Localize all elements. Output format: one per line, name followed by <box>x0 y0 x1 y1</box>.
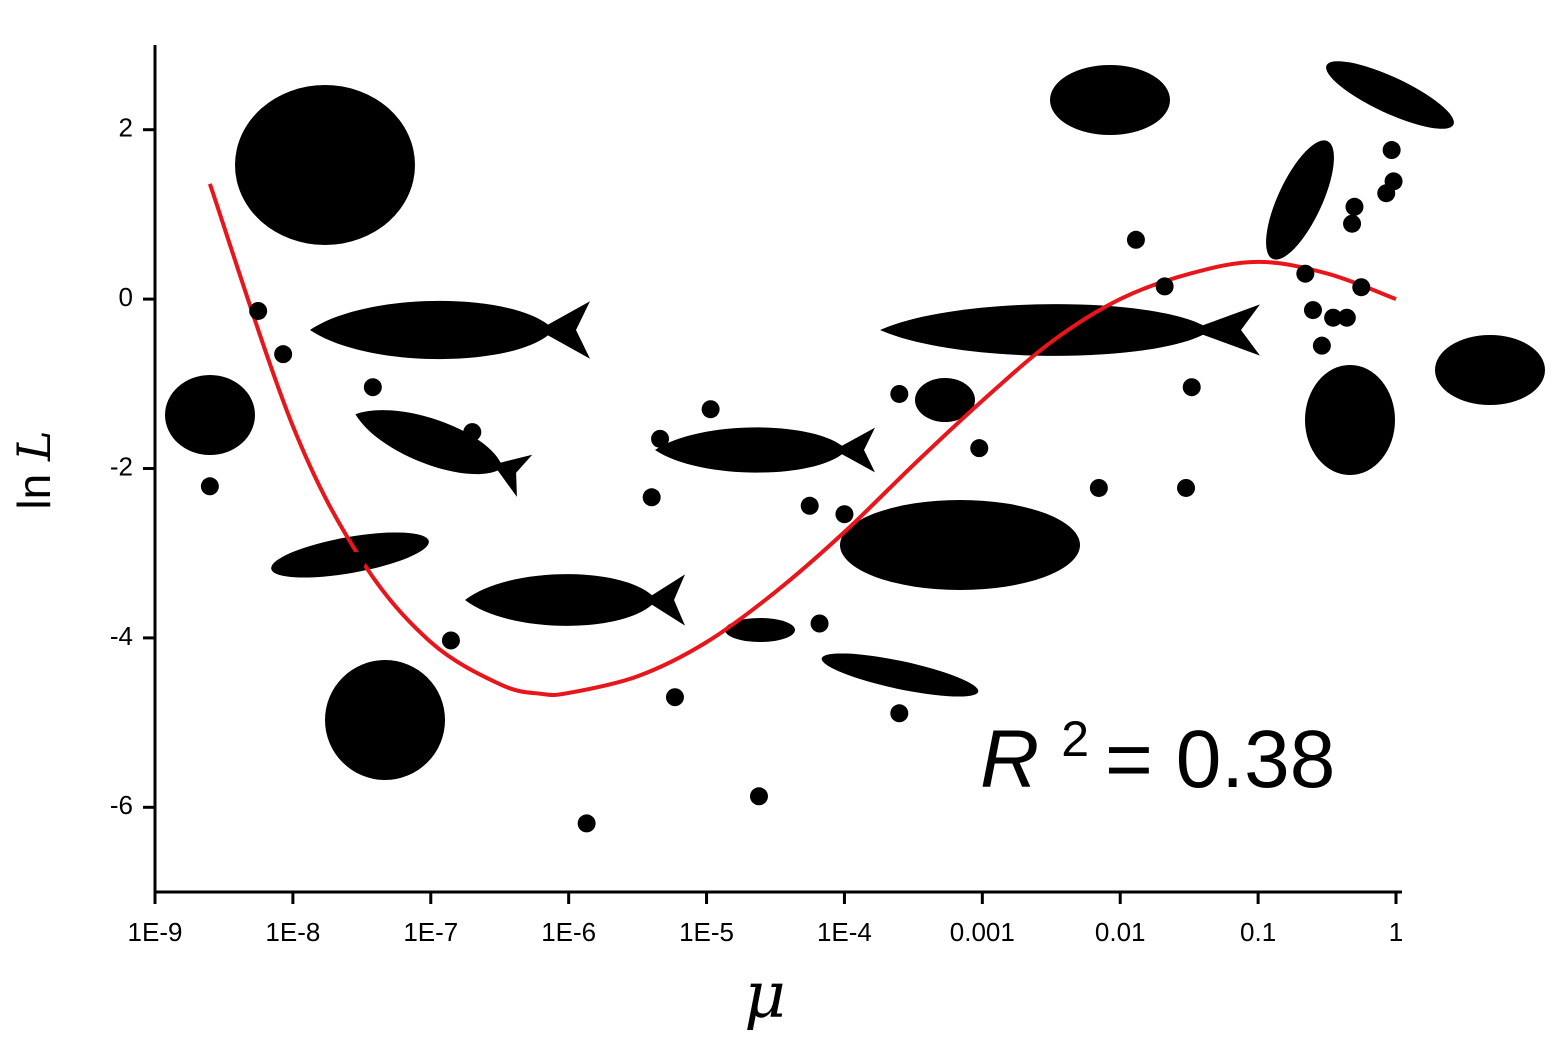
annotation-symbol: R <box>980 714 1039 805</box>
x-tick-label: 1E-5 <box>679 917 734 947</box>
x-tick-label: 1 <box>1389 917 1403 947</box>
x-axis-label: μ <box>744 959 786 1033</box>
data-point <box>835 505 853 523</box>
silhouette <box>1435 335 1545 405</box>
y-label-text: ln <box>8 474 60 510</box>
x-tick-label: 0.001 <box>950 917 1015 947</box>
data-point <box>651 430 669 448</box>
data-point <box>364 378 382 396</box>
x-tick-label: 1E-6 <box>541 917 596 947</box>
data-point <box>1338 309 1356 327</box>
silhouette <box>819 645 981 706</box>
data-point <box>1343 215 1361 233</box>
data-point <box>970 439 988 457</box>
data-point <box>201 477 219 495</box>
data-point <box>1296 265 1314 283</box>
data-point <box>1156 277 1174 295</box>
silhouette <box>348 393 533 497</box>
annotation-power: 2 <box>1061 711 1089 767</box>
x-tick-label: 0.1 <box>1240 917 1276 947</box>
x-tick-label: 0.01 <box>1095 917 1146 947</box>
data-point <box>890 385 908 403</box>
chart: μ ln L R2= 0.38 -6-4-2021E-91E-81E-71E-6… <box>0 0 1556 1043</box>
data-point <box>1385 172 1403 190</box>
data-point <box>1302 189 1320 207</box>
data-point <box>442 631 460 649</box>
data-point <box>274 345 292 363</box>
data-point <box>578 814 596 832</box>
data-point <box>463 423 481 441</box>
silhouette <box>1305 365 1395 475</box>
data-point <box>702 400 720 418</box>
silhouette <box>1253 132 1348 268</box>
annotation-text: = 0.38 <box>1105 714 1335 805</box>
silhouette <box>165 375 255 455</box>
y-tick-label: -2 <box>110 451 133 481</box>
y-axis-label: ln L <box>7 430 61 509</box>
silhouette <box>840 500 1080 590</box>
data-point <box>750 787 768 805</box>
silhouette <box>465 574 685 626</box>
y-tick-label: -6 <box>110 790 133 820</box>
silhouette <box>310 301 590 359</box>
data-point <box>1352 278 1370 296</box>
data-point <box>1313 337 1331 355</box>
x-tick-label: 1E-7 <box>403 917 458 947</box>
data-point <box>1345 198 1363 216</box>
data-point <box>1127 231 1145 249</box>
silhouettes <box>165 49 1545 780</box>
x-tick-label: 1E-4 <box>817 917 872 947</box>
data-point <box>1304 301 1322 319</box>
data-point <box>643 488 661 506</box>
silhouette <box>325 660 445 780</box>
data-point <box>348 552 366 570</box>
data-point <box>666 688 684 706</box>
silhouette <box>235 85 415 245</box>
data-point <box>1183 378 1201 396</box>
data-point <box>249 302 267 320</box>
y-tick-label: 2 <box>119 113 133 143</box>
y-tick-label: 0 <box>119 282 133 312</box>
data-point <box>801 497 819 515</box>
data-point <box>811 615 829 633</box>
data-point <box>890 704 908 722</box>
silhouette <box>1319 49 1461 141</box>
y-label-symbol: L <box>7 430 61 462</box>
data-point <box>1177 479 1195 497</box>
y-tick-label: -4 <box>110 621 133 651</box>
x-tick-label: 1E-9 <box>128 917 183 947</box>
silhouette <box>1050 65 1170 135</box>
x-tick-label: 1E-8 <box>265 917 320 947</box>
silhouette <box>655 427 875 472</box>
data-point <box>1090 479 1108 497</box>
data-point <box>1383 141 1401 159</box>
